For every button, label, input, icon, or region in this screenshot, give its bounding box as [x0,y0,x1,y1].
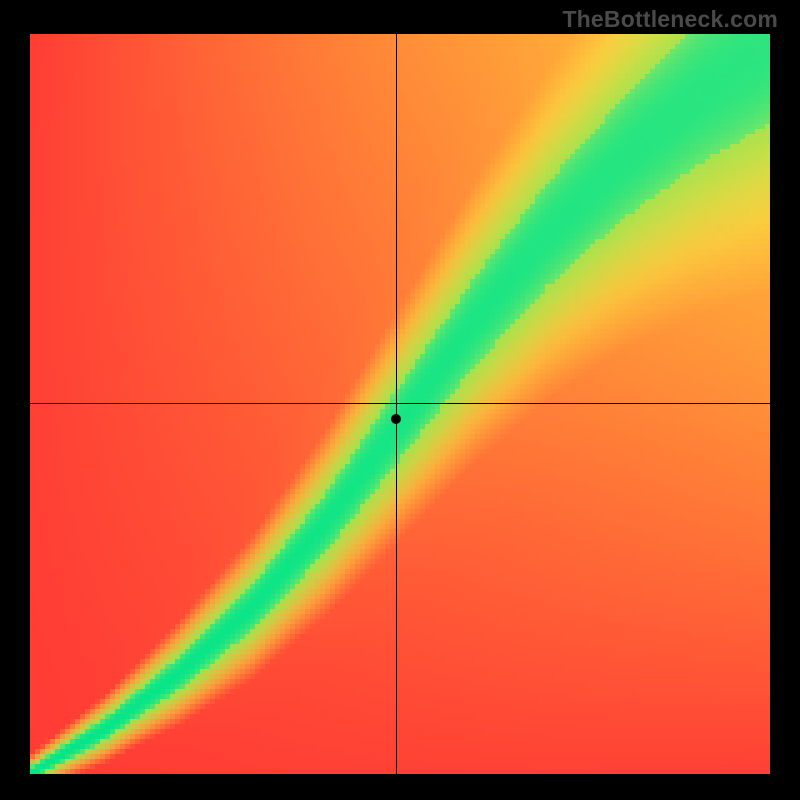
watermark: TheBottleneck.com [562,6,778,33]
heatmap-canvas [30,34,770,774]
heatmap-plot [30,34,770,774]
crosshair-vertical [396,34,397,774]
crosshair-horizontal [30,403,770,404]
selected-point-marker [391,414,401,424]
